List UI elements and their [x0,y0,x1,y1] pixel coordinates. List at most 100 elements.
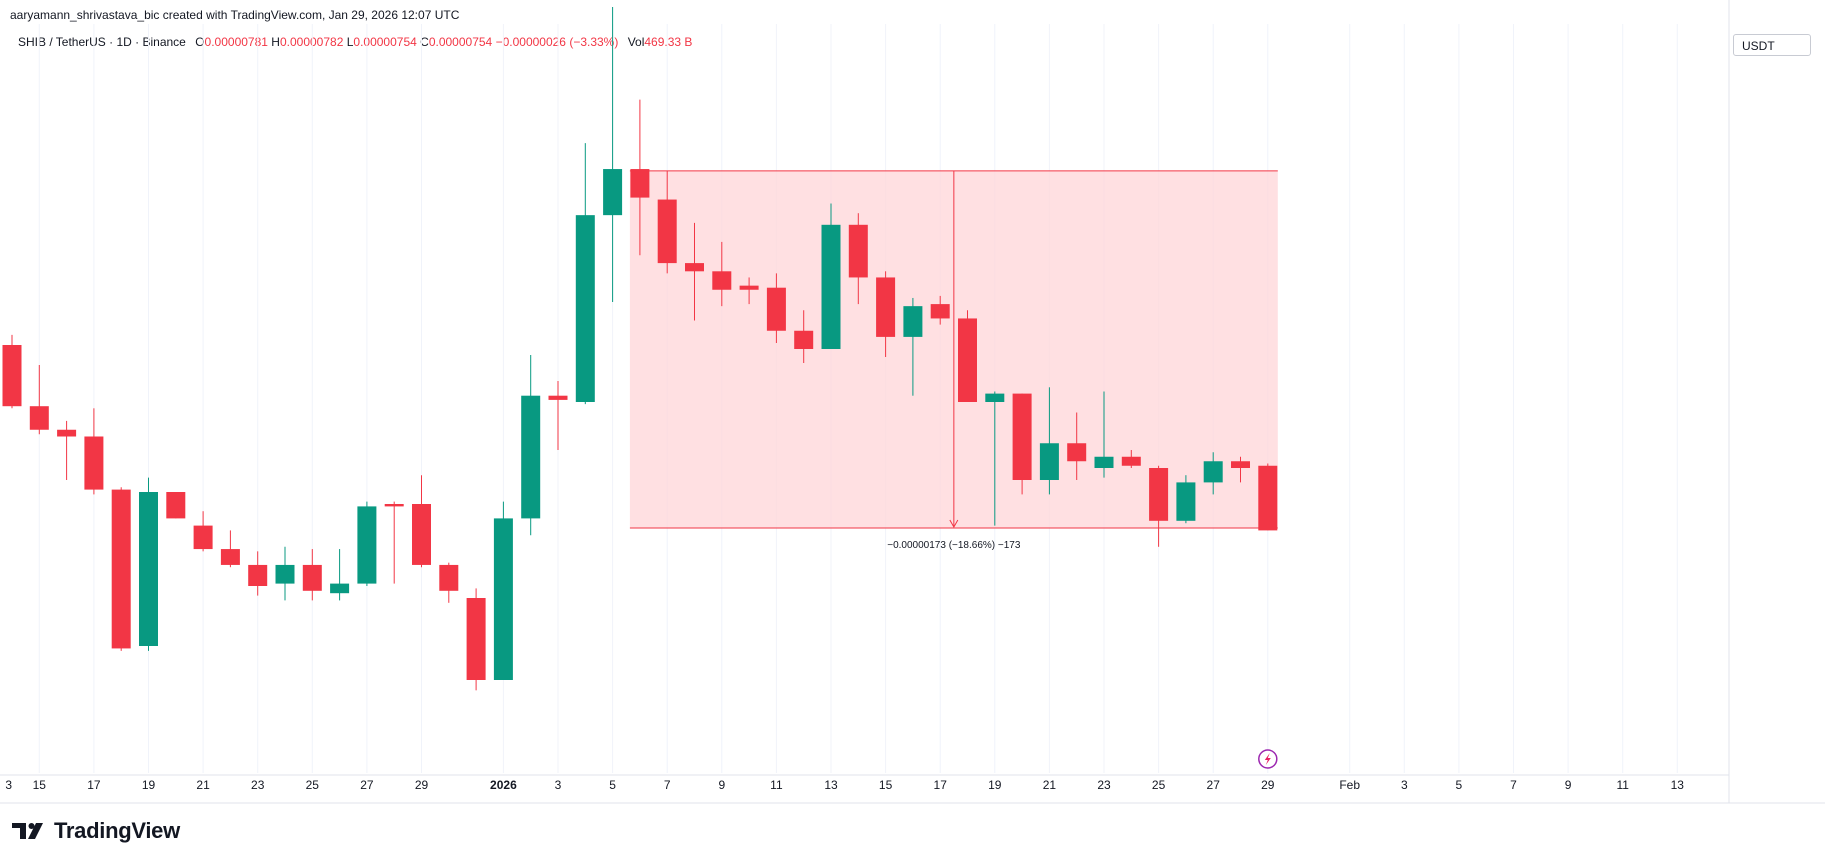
close-label: C [420,35,429,49]
candle-body [493,518,513,680]
candle [657,170,677,274]
candle [821,203,841,349]
x-tick-label: 27 [360,778,374,792]
candle [2,334,22,409]
x-tick-label: 5 [609,778,616,792]
candle [794,310,814,363]
candle [1094,391,1114,478]
tradingview-logo[interactable]: TradingView [12,818,180,844]
close-value: 0.00000754 [428,35,493,49]
candle-body [1149,468,1169,521]
open-value: 0.00000781 [204,35,268,49]
candle-body [739,285,759,290]
candle-body [794,330,814,349]
candle-body [29,406,49,430]
x-tick-label: 19 [142,778,156,792]
x-tick-label: 3 [1401,778,1408,792]
x-tick-label: 17 [87,778,101,792]
candle-body [1121,456,1141,466]
candle [111,487,131,651]
candle-body [630,169,650,198]
candle-body [384,504,404,507]
candle-body [2,345,22,407]
candle [302,549,322,601]
x-tick-label: 15 [33,778,47,792]
lightning-icon[interactable] [1258,749,1278,769]
candle-body [330,583,350,594]
candle [84,408,104,495]
x-tick-label: 7 [1510,778,1517,792]
candle-body [1176,482,1196,521]
candle-body [302,564,322,591]
x-tick-label: 3 [5,778,12,792]
candle-body [248,564,268,586]
candle [57,420,77,480]
x-tick-label: 11 [1616,778,1629,792]
x-tick-label: 13 [1671,778,1685,792]
candle [1149,465,1169,547]
candle-body [848,224,868,278]
candle [548,381,568,450]
volume-value: 469.33 B [644,35,693,49]
candle [739,277,759,305]
open-label: O [195,35,205,49]
candle [1258,463,1278,531]
candle [193,511,213,552]
x-tick-label: 25 [306,778,320,792]
candle [220,530,240,568]
candle-body [439,564,459,591]
candle [575,143,595,405]
candle [958,310,977,402]
symbol-legend: SHIB / TetherUS · 1D · Binance O0.000007… [18,35,692,49]
candle [248,551,268,596]
x-tick-label: 21 [1043,778,1057,792]
x-tick-label: 23 [1097,778,1111,792]
candle-body [985,393,1005,402]
x-tick-label: 2026 [490,778,517,792]
x-tick-label: 9 [1565,778,1572,792]
symbol-name[interactable]: SHIB / TetherUS · 1D · Binance [18,35,186,49]
chart-credit: aaryamann_shrivastava_bic created with T… [10,8,460,22]
candle [439,562,459,603]
candle [1231,456,1250,483]
candle-body [876,277,896,337]
candle [766,273,786,343]
x-tick-label: 29 [1261,778,1275,792]
candle [384,501,404,584]
candle-body [958,318,977,402]
candle [1176,475,1196,524]
candle-body [111,489,131,649]
candle [166,492,186,519]
candle-body [1258,465,1278,531]
candle [1039,387,1059,495]
volume-label: Vol [627,35,645,49]
candle [685,222,704,321]
candle-body [166,492,186,519]
candle [1067,412,1087,480]
candle-body [1012,393,1032,480]
candle [1121,450,1141,468]
low-label: L [346,35,354,49]
candle-body [1231,461,1250,468]
candle [930,295,950,325]
low-value: 0.00000754 [353,35,417,49]
currency-selector[interactable]: USDT [1733,34,1811,56]
high-label: H [271,35,280,49]
candle [985,391,1005,526]
axes: 0.000009800.000009600.000009400.00000920… [0,0,1825,804]
x-tick-label: 15 [879,778,893,792]
candle [275,546,295,601]
candle [357,501,377,586]
x-tick-label: 23 [251,778,265,792]
tradingview-logo-icon [12,823,43,839]
candle-body [357,506,377,584]
candle [903,297,923,396]
candle-body [193,525,213,550]
candle-body [57,429,77,437]
change-value: −0.00000026 (−3.33%) [495,35,619,49]
candle-body [603,169,623,216]
x-tick-label: 11 [770,778,783,792]
candle [630,99,650,256]
candle [139,477,158,651]
